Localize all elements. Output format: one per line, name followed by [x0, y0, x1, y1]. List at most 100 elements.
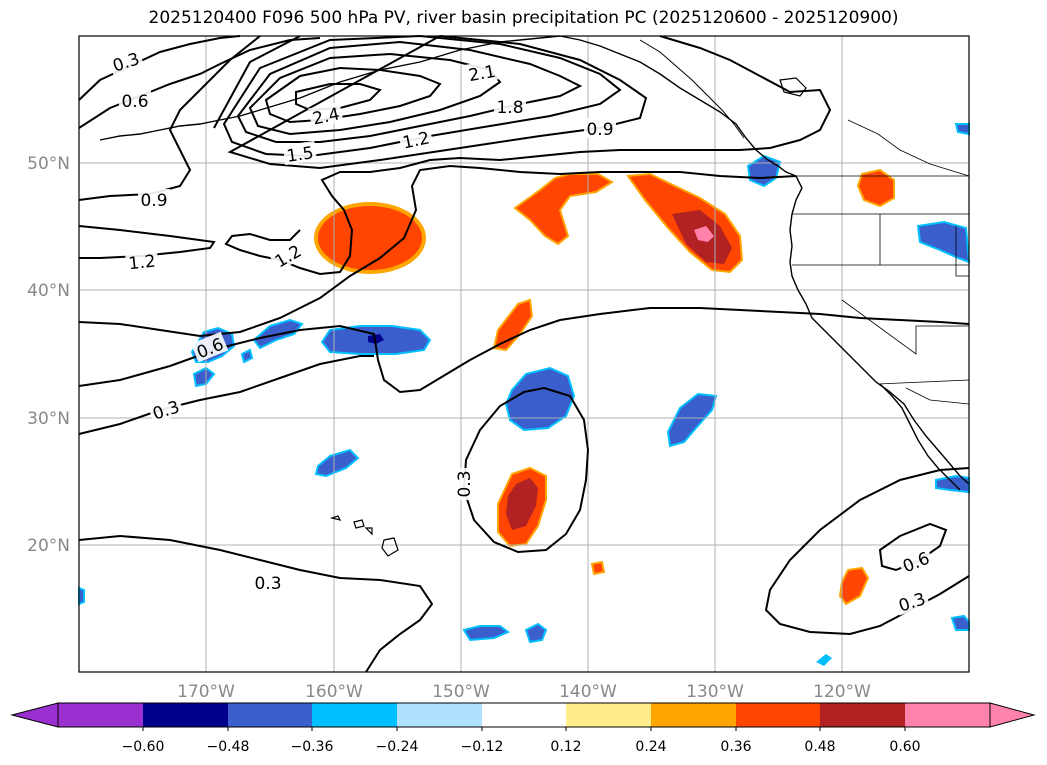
colorbar-frame: [57, 702, 991, 728]
colorbar-tick-label: 0.48: [804, 739, 835, 755]
latitude-label: 50°N: [27, 154, 70, 174]
pv-contour: [295, 83, 382, 112]
state-border-line: [841, 299, 969, 355]
precip-negative-region: [666, 392, 718, 448]
precip-positive-region: [590, 560, 606, 576]
colorbar-extend-min: [10, 702, 59, 728]
precip-positive-region: [694, 226, 714, 242]
colorbar-tick-label: −0.24: [376, 739, 419, 755]
colorbar-tick-label: −0.48: [207, 739, 250, 755]
longitude-label: 150°W: [432, 682, 490, 702]
colorbar-tick-label: 0.24: [635, 739, 666, 755]
contour-label: 2.1: [467, 62, 497, 86]
precip-negative-region: [524, 622, 548, 644]
colorbar-segment: [566, 703, 651, 727]
latitude-label: 40°N: [27, 281, 70, 301]
contour-label: 1.2: [128, 252, 157, 275]
precip-positive-region: [318, 206, 422, 270]
pv-contour: [78, 225, 216, 259]
colorbar-tick-label: −0.12: [461, 739, 504, 755]
map-background: [79, 36, 969, 672]
colorbar-tick-label: −0.36: [291, 739, 334, 755]
contour-label: 1.8: [496, 98, 523, 118]
contour-label: 0.9: [586, 120, 613, 140]
precipitation-shading: [78, 123, 971, 666]
colorbar-segment: [58, 703, 143, 727]
aleutian-islands: [99, 109, 261, 141]
precip-negative-region: [816, 654, 832, 666]
colorbar-tick-label: 0.36: [720, 739, 751, 755]
contour-label: 0.6: [121, 92, 148, 112]
precip-negative-region: [240, 348, 254, 364]
colorbar-tick-label: 0.60: [889, 739, 920, 755]
pv-contour: [236, 40, 583, 143]
axis-tick-labels: 170°W 160°W 150°W 140°W 130°W 120°W 50°N 40°N 30…: [27, 154, 871, 702]
colorbar-extend-max: [989, 702, 1036, 728]
pv-contour: [878, 522, 948, 572]
colorbar-tick-label: 0.12: [550, 739, 581, 755]
pv-contour: [78, 35, 832, 276]
precip-negative-region: [935, 474, 970, 494]
latitude-label: 30°N: [27, 409, 70, 429]
colorbar: −0.60 −0.48 −0.36 −0.24 −0.12 0.12 0.24 0.36 0.4…: [10, 702, 1036, 755]
pv-contour: [78, 307, 970, 394]
colorbar-segment: [820, 703, 905, 727]
precip-positive-region: [856, 168, 895, 208]
map-frame: [78, 35, 970, 673]
latitude-label: 20°N: [27, 536, 70, 556]
longitude-label: 130°W: [686, 682, 744, 702]
precip-positive-region: [492, 298, 534, 352]
pv-contours: [78, 34, 970, 673]
map-panel[interactable]: 0.30.62.11.82.41.51.2 0.90.91.2 1.20.60.30…: [78, 34, 971, 673]
hawaii-islands: [329, 515, 399, 557]
figure-title: 2025120400 F096 500 hPa PV, river basin …: [148, 8, 899, 28]
precip-negative-region: [954, 123, 970, 136]
precip-positive-region: [506, 478, 538, 530]
pv-contour: [213, 34, 648, 170]
longitude-label: 160°W: [305, 682, 363, 702]
mexico-border-line: [905, 387, 970, 405]
state-border-line: [877, 379, 970, 385]
pv-contour: [78, 35, 241, 101]
pv-contour: [78, 164, 797, 338]
canadian-border-line: [847, 119, 970, 177]
precip-negative-region: [78, 586, 85, 606]
precip-negative-region: [314, 448, 360, 478]
colorbar-segment: [312, 703, 397, 727]
precip-negative-region: [462, 625, 510, 642]
state-border-line: [955, 226, 969, 277]
pv-contour: [462, 386, 590, 554]
colorbar-segment: [905, 703, 990, 727]
longitude-label: 140°W: [559, 682, 617, 702]
colorbar-segment: [143, 703, 228, 727]
contour-label: 0.9: [140, 191, 167, 211]
coastlines: [99, 35, 970, 557]
alaska-panhandle: [639, 39, 745, 139]
pv-contour: [78, 355, 374, 435]
pv-contour: [264, 66, 442, 124]
state-borders: [792, 119, 970, 405]
north-america-coastline: [559, 35, 970, 485]
longitude-label: 170°W: [177, 682, 235, 702]
precip-negative-region: [504, 366, 576, 432]
contour-labels: 0.30.62.11.82.41.51.2 0.90.91.2 1.20.60.30…: [107, 46, 935, 617]
contour-label: 1.5: [285, 143, 315, 167]
colorbar-segment: [651, 703, 736, 727]
pv-contour: [78, 534, 434, 673]
alaska-peninsula: [259, 61, 421, 111]
colorbar-segment: [736, 703, 820, 727]
pv-contour: [248, 52, 502, 136]
precip-negative-region: [950, 614, 970, 631]
colorbar-segment: [228, 703, 312, 727]
graticule: [79, 36, 969, 672]
baja-california-coastline: [879, 383, 961, 491]
precip-negative-region: [368, 334, 384, 344]
precip-negative-region: [192, 366, 216, 388]
contour-label: 0.3: [254, 574, 281, 594]
colorbar-segment: [397, 703, 482, 727]
longitude-label: 120°W: [813, 682, 871, 702]
colorbar-segment: [482, 703, 566, 727]
colorbar-tick-label: −0.60: [122, 739, 165, 755]
contour-label: 0.3: [455, 470, 475, 497]
